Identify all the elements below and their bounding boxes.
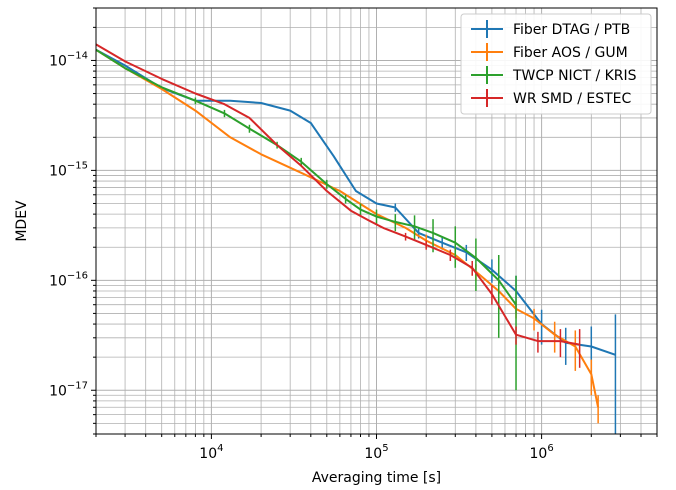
legend-label: Fiber AOS / GUM xyxy=(513,45,628,61)
y-axis-label: MDEV xyxy=(14,200,30,242)
x-tick-label: 106 xyxy=(529,443,553,462)
x-axis-label: Averaging time [s] xyxy=(312,470,441,486)
x-tick-label: 105 xyxy=(364,443,388,462)
y-tick-label: 10−17 xyxy=(49,380,88,399)
series-line xyxy=(95,48,616,356)
y-tick-label: 10−14 xyxy=(49,50,88,69)
y-tick-label: 10−15 xyxy=(49,160,88,179)
series-line xyxy=(95,43,580,346)
legend-label: TWCP NICT / KRIS xyxy=(512,68,637,84)
legend: Fiber DTAG / PTB Fiber AOS / GUM TWCP NICT… xyxy=(460,13,652,115)
legend-label: Fiber DTAG / PTB xyxy=(513,22,630,38)
y-tick-label: 10−16 xyxy=(49,270,88,289)
series-2 xyxy=(95,48,517,391)
x-tick-label: 104 xyxy=(199,443,223,462)
legend-label: WR SMD / ESTEC xyxy=(513,91,632,107)
grid xyxy=(95,7,658,435)
legend-box xyxy=(460,13,652,115)
series-line xyxy=(95,48,600,408)
series-3 xyxy=(95,43,581,368)
series-layer xyxy=(95,43,617,434)
ticks: 104 105 106 10−17 10−16 10−15 10−14 xyxy=(49,7,658,462)
